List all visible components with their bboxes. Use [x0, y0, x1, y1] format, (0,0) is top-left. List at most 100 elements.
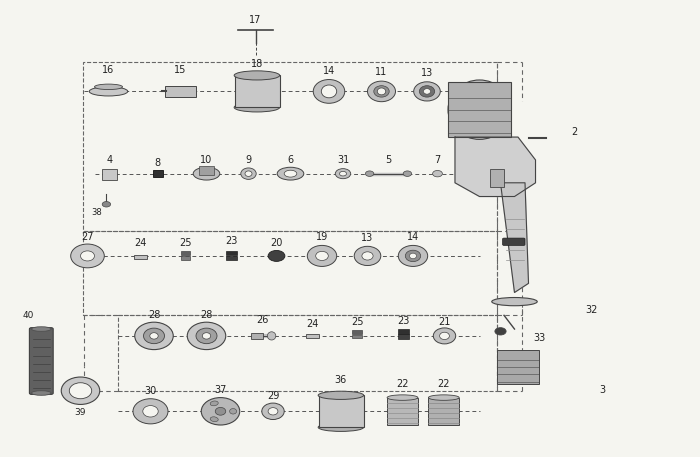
Ellipse shape	[143, 406, 158, 417]
Text: 22: 22	[396, 379, 409, 389]
Ellipse shape	[210, 401, 218, 406]
Ellipse shape	[150, 333, 158, 339]
Ellipse shape	[428, 395, 459, 400]
Text: 14: 14	[323, 66, 335, 76]
Ellipse shape	[335, 169, 351, 179]
Ellipse shape	[362, 252, 373, 260]
FancyBboxPatch shape	[306, 334, 318, 338]
Text: 17: 17	[249, 15, 262, 25]
Text: 11: 11	[375, 67, 388, 77]
FancyBboxPatch shape	[448, 82, 511, 137]
Ellipse shape	[377, 88, 386, 95]
Text: 32: 32	[585, 305, 598, 315]
Ellipse shape	[230, 409, 237, 414]
Ellipse shape	[316, 251, 328, 260]
Ellipse shape	[196, 328, 217, 344]
Ellipse shape	[321, 85, 337, 98]
Ellipse shape	[440, 332, 449, 340]
Ellipse shape	[340, 171, 346, 176]
Ellipse shape	[202, 398, 239, 425]
FancyBboxPatch shape	[490, 169, 504, 187]
Text: 38: 38	[91, 208, 102, 217]
Text: 15: 15	[174, 65, 186, 75]
Text: 31: 31	[337, 155, 349, 165]
Ellipse shape	[448, 80, 511, 139]
Ellipse shape	[32, 391, 51, 395]
Text: 37: 37	[214, 385, 227, 395]
Ellipse shape	[314, 80, 344, 103]
Text: 10: 10	[200, 155, 213, 165]
Text: 20: 20	[270, 238, 283, 248]
FancyBboxPatch shape	[199, 166, 213, 175]
Ellipse shape	[374, 86, 389, 97]
Ellipse shape	[405, 250, 421, 261]
Ellipse shape	[491, 298, 538, 306]
Ellipse shape	[410, 253, 416, 259]
Text: 2: 2	[571, 127, 577, 137]
FancyBboxPatch shape	[181, 251, 190, 255]
FancyBboxPatch shape	[352, 335, 362, 338]
FancyBboxPatch shape	[153, 170, 163, 177]
Ellipse shape	[188, 322, 225, 350]
Text: 23: 23	[397, 316, 410, 326]
Ellipse shape	[216, 408, 225, 415]
Ellipse shape	[318, 423, 364, 431]
Ellipse shape	[32, 327, 51, 331]
FancyBboxPatch shape	[503, 238, 525, 245]
Ellipse shape	[284, 170, 297, 177]
Ellipse shape	[245, 171, 252, 176]
Text: 24: 24	[134, 238, 147, 248]
FancyBboxPatch shape	[398, 334, 409, 339]
Ellipse shape	[267, 332, 276, 340]
Text: 13: 13	[361, 233, 374, 243]
Ellipse shape	[94, 84, 122, 90]
Text: 39: 39	[75, 408, 86, 417]
FancyBboxPatch shape	[398, 329, 409, 334]
FancyBboxPatch shape	[181, 256, 190, 260]
Text: 13: 13	[421, 68, 433, 78]
Ellipse shape	[307, 245, 337, 266]
Ellipse shape	[234, 71, 279, 80]
Text: 8: 8	[155, 158, 160, 168]
Ellipse shape	[62, 377, 99, 404]
Ellipse shape	[241, 168, 256, 180]
Polygon shape	[455, 137, 536, 197]
Ellipse shape	[210, 417, 218, 422]
Ellipse shape	[354, 246, 381, 266]
Text: 25: 25	[351, 317, 363, 327]
Polygon shape	[500, 183, 528, 292]
Ellipse shape	[424, 89, 430, 94]
Ellipse shape	[368, 81, 395, 102]
FancyBboxPatch shape	[226, 256, 237, 260]
Ellipse shape	[419, 86, 435, 97]
Ellipse shape	[90, 87, 127, 96]
FancyBboxPatch shape	[29, 328, 53, 394]
FancyBboxPatch shape	[387, 398, 418, 425]
Ellipse shape	[234, 103, 279, 112]
Text: 26: 26	[256, 315, 269, 325]
FancyBboxPatch shape	[226, 251, 237, 255]
FancyBboxPatch shape	[164, 86, 196, 97]
FancyBboxPatch shape	[352, 330, 362, 334]
Text: 28: 28	[148, 310, 160, 320]
Ellipse shape	[144, 328, 164, 344]
FancyBboxPatch shape	[134, 255, 147, 259]
FancyBboxPatch shape	[234, 75, 280, 107]
Ellipse shape	[262, 403, 284, 420]
Circle shape	[403, 171, 412, 176]
Text: 16: 16	[102, 65, 115, 75]
FancyBboxPatch shape	[251, 333, 263, 339]
Text: 4: 4	[106, 154, 112, 165]
FancyBboxPatch shape	[102, 169, 117, 180]
Text: 6: 6	[288, 155, 293, 165]
Ellipse shape	[414, 82, 440, 101]
Circle shape	[495, 328, 506, 335]
Text: 36: 36	[335, 375, 347, 385]
Ellipse shape	[202, 333, 211, 339]
Circle shape	[433, 170, 442, 177]
Ellipse shape	[69, 383, 92, 399]
Text: 33: 33	[533, 333, 545, 343]
Ellipse shape	[277, 167, 304, 180]
Text: 40: 40	[22, 311, 34, 320]
Ellipse shape	[387, 395, 418, 400]
